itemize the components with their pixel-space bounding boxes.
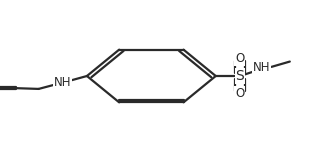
Text: O: O: [235, 87, 244, 100]
Text: NH: NH: [54, 76, 71, 89]
Text: S: S: [235, 69, 244, 83]
Text: NH: NH: [253, 61, 270, 74]
Text: O: O: [235, 52, 244, 65]
Text: H: H: [261, 63, 270, 73]
